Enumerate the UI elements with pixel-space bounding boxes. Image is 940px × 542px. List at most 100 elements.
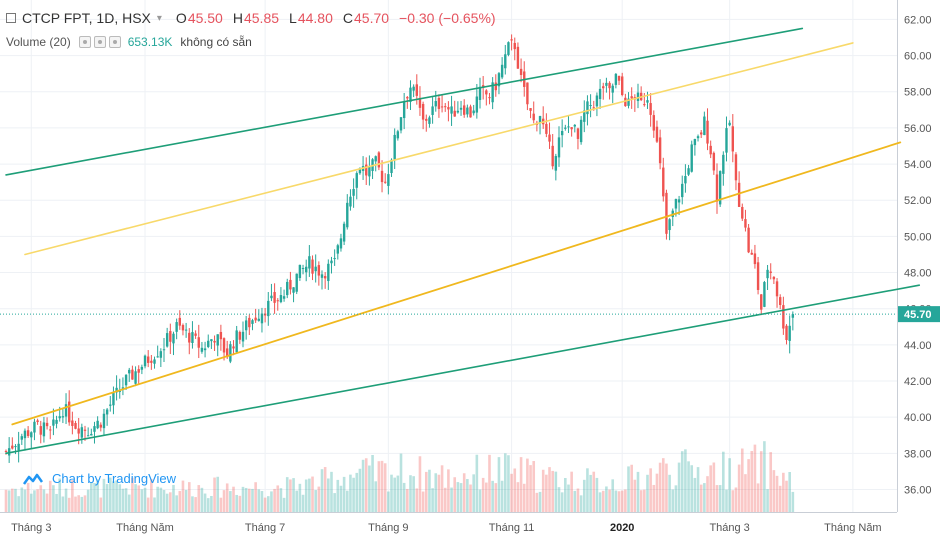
price-axis[interactable]: 36.0038.0040.0042.0044.0046.0048.0050.00… [898, 14, 940, 497]
candle-body [526, 82, 529, 105]
volume-bar [573, 490, 577, 512]
volume-bar [52, 485, 55, 512]
candle-body [621, 76, 624, 95]
volume-bar [500, 480, 504, 512]
candle-body [741, 206, 744, 219]
volume-bar [361, 459, 365, 512]
volume-legend: Volume (20) 653.13K không có sẵn [6, 35, 252, 49]
volume-bar [756, 483, 760, 512]
volume-bar [304, 479, 308, 512]
candle-body [137, 369, 140, 373]
candle-body [459, 107, 463, 110]
volume-bar [718, 485, 722, 512]
volume-bar [665, 463, 668, 512]
volume-ma-value: không có sẵn [180, 35, 252, 49]
time-tick-label: 2020 [610, 522, 634, 534]
candle-body [222, 338, 226, 353]
volume-bar [55, 493, 58, 512]
volume-bar [740, 448, 744, 512]
candle-body [608, 82, 611, 89]
candle-body [532, 113, 535, 121]
price-tick-label: 54.00 [904, 159, 932, 171]
close-icon[interactable] [108, 36, 121, 48]
candle-body [194, 333, 197, 336]
volume-bar [301, 494, 305, 512]
volume-bar [4, 489, 8, 512]
candle-body [175, 322, 178, 332]
symbol-collapse-icon[interactable] [6, 13, 16, 23]
time-tick-label: Tháng 3 [11, 522, 51, 534]
volume-bar [61, 496, 65, 512]
candle-body [466, 107, 469, 115]
candle-body [238, 331, 242, 340]
candle-body [219, 331, 223, 340]
volume-bar [396, 475, 400, 512]
candle-body [68, 401, 71, 423]
candle-body [567, 126, 570, 128]
trend-lines[interactable] [5, 27, 921, 455]
candle-body [178, 317, 181, 326]
volume-bar [750, 450, 754, 512]
volume-bar [58, 478, 62, 512]
volume-bar [71, 480, 74, 512]
volume-bar [387, 491, 390, 512]
time-tick-label: Tháng Năm [116, 522, 173, 534]
volume-bar [639, 490, 643, 512]
candle-body [203, 348, 207, 351]
eye-icon[interactable] [78, 36, 91, 48]
candle-body [124, 374, 128, 386]
volume-bar [560, 492, 564, 512]
candle-body [330, 260, 333, 264]
volume-bar [586, 468, 589, 512]
volume-bar [308, 478, 311, 512]
candle-body [545, 123, 548, 134]
volume-bar [39, 485, 43, 512]
candle-body [273, 292, 276, 303]
volume-bar [235, 494, 238, 512]
volume-bar [45, 493, 49, 512]
volume-bar [64, 488, 68, 512]
candle-body [472, 110, 475, 114]
candle-body [747, 227, 750, 253]
volume-bar [431, 488, 434, 512]
price-tick-label: 56.00 [904, 123, 932, 135]
volume-bar [677, 462, 681, 512]
candle-body [289, 279, 292, 290]
chart-grid [0, 0, 898, 513]
candle-body [750, 252, 753, 255]
symbol-title[interactable]: CTCP FPT, 1D, HSX [22, 10, 151, 26]
volume-bar [200, 487, 204, 512]
candle-body [649, 103, 652, 115]
tradingview-credit[interactable]: Chart by TradingView [22, 471, 176, 486]
candle-body [513, 42, 516, 50]
candle-body [387, 174, 390, 186]
candle-body [497, 73, 501, 87]
candle-body [478, 86, 482, 100]
volume-bar [11, 488, 14, 512]
volume-bar [26, 482, 30, 512]
volume-bar [33, 490, 36, 512]
candle-body [352, 189, 355, 196]
chevron-down-icon[interactable]: ▾ [156, 12, 162, 24]
volume-bar [323, 467, 327, 512]
open-label: O [175, 10, 187, 26]
gear-icon[interactable] [93, 36, 106, 48]
time-axis[interactable]: Tháng 3 Tháng Năm Tháng 7 Tháng 9 Tháng 11 20… [11, 522, 882, 534]
volume-bar [658, 462, 662, 512]
volume-bar [630, 464, 633, 512]
volume-bar [67, 497, 71, 512]
candle-body [286, 281, 289, 296]
high-value: 45.85 [243, 10, 280, 26]
candle-body [377, 152, 381, 168]
volume-bar [507, 455, 510, 512]
volume-bar [440, 465, 444, 512]
candle-body [447, 107, 450, 110]
volume-title[interactable]: Volume (20) [6, 35, 71, 49]
candle-body [425, 118, 428, 121]
candle-body [760, 294, 763, 310]
candle-body [323, 276, 327, 279]
candle-body [308, 256, 311, 269]
volume-bar [778, 485, 782, 512]
volume-bar [146, 497, 150, 512]
